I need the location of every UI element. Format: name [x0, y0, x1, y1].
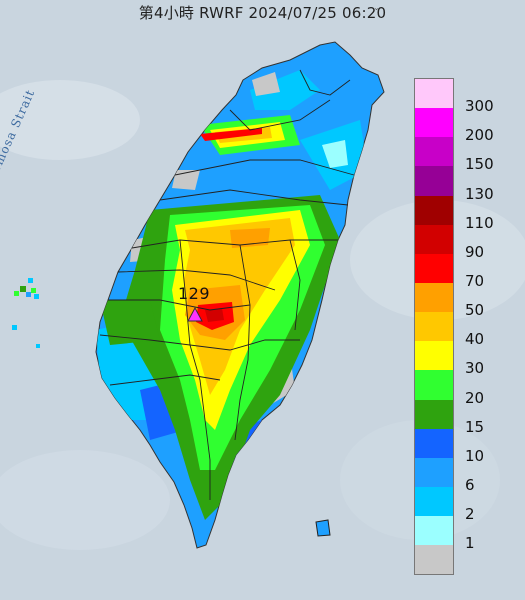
- legend-label: 130: [465, 184, 494, 203]
- legend-label: 15: [465, 417, 485, 436]
- corner-mark: ˇ: [374, 8, 379, 19]
- legend-label: 50: [465, 301, 485, 320]
- legend-swatch: [415, 545, 453, 575]
- legend-swatch: [415, 370, 453, 400]
- legend-label: 30: [465, 359, 485, 378]
- small-island: [315, 519, 331, 537]
- legend-swatch: [415, 108, 453, 138]
- penghu-islands: [12, 278, 40, 348]
- legend-swatch: [415, 282, 453, 313]
- legend-swatch: [415, 253, 453, 283]
- legend-label: 110: [465, 213, 494, 232]
- legend-swatch: [415, 341, 453, 371]
- triangle-marker: [187, 306, 203, 322]
- legend-label: 10: [465, 446, 485, 465]
- color-legend: [414, 78, 454, 576]
- legend-swatch: [415, 516, 453, 546]
- legend-swatch: [415, 137, 453, 167]
- sea-texture: [0, 80, 525, 550]
- legend-swatch: [415, 457, 453, 487]
- county-boundaries: [99, 69, 355, 500]
- legend-label: 2: [465, 505, 475, 524]
- legend-label: 1: [465, 534, 475, 553]
- legend-label: 150: [465, 155, 494, 174]
- legend-label: 90: [465, 242, 485, 261]
- legend-label: 70: [465, 271, 485, 290]
- map-title: 第4小時 RWRF 2024/07/25 06:20: [138, 4, 387, 22]
- legend-swatch: [415, 195, 453, 225]
- legend-label: 40: [465, 330, 485, 349]
- legend-swatch: [415, 486, 453, 517]
- legend-swatch: [415, 399, 453, 429]
- legend-swatch: [415, 166, 453, 196]
- station-value-label: 129: [178, 284, 211, 303]
- legend-swatch: [415, 224, 453, 254]
- legend-swatch: [415, 79, 453, 109]
- legend-swatch: [415, 312, 453, 342]
- legend-swatch: [415, 428, 453, 458]
- legend-label: 6: [465, 476, 475, 495]
- legend-label: 200: [465, 126, 494, 145]
- legend-label: 300: [465, 97, 494, 116]
- legend-label: 20: [465, 388, 485, 407]
